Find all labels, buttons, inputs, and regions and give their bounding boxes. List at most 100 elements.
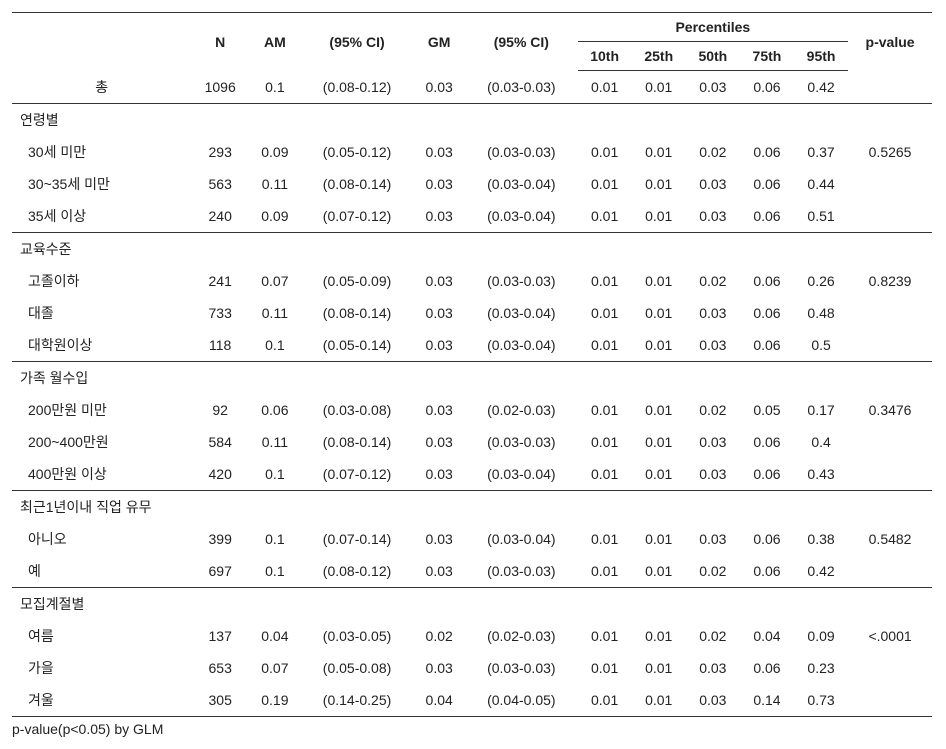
- cell: (0.05-0.08): [301, 652, 413, 684]
- cell: (0.03-0.03): [465, 555, 577, 588]
- cell: 0.04: [740, 620, 794, 652]
- section-title: 최근1년이내 직업 유무: [12, 490, 191, 523]
- cell: [249, 587, 301, 620]
- cell: [848, 103, 932, 136]
- cell: [848, 168, 932, 200]
- cell: 0.09: [794, 620, 848, 652]
- cell: 0.01: [578, 684, 632, 717]
- cell: 0.02: [686, 265, 740, 297]
- cell: 0.38: [794, 523, 848, 555]
- table-row: 30세 미만2930.09(0.05-0.12)0.03(0.03-0.03)0…: [12, 136, 932, 168]
- col-p10: 10th: [578, 42, 632, 71]
- cell: [465, 103, 577, 136]
- cell: 0.03: [413, 71, 465, 104]
- table-row: 예6970.1(0.08-0.12)0.03(0.03-0.03)0.010.0…: [12, 555, 932, 588]
- cell: 0.07: [249, 652, 301, 684]
- cell: 399: [191, 523, 249, 555]
- cell: [848, 684, 932, 717]
- cell: 0.02: [686, 394, 740, 426]
- cell: (0.05-0.14): [301, 329, 413, 362]
- cell: 0.48: [794, 297, 848, 329]
- cell: 0.37: [794, 136, 848, 168]
- cell: [301, 361, 413, 394]
- cell: 0.06: [740, 71, 794, 104]
- row-label: 여름: [12, 620, 191, 652]
- row-label: 아니오: [12, 523, 191, 555]
- cell: 0.1: [249, 329, 301, 362]
- cell: 0.1: [249, 458, 301, 491]
- table-row: 여름1370.04(0.03-0.05)0.02(0.02-0.03)0.010…: [12, 620, 932, 652]
- cell: 0.51: [794, 200, 848, 233]
- cell: [632, 361, 686, 394]
- cell: 0.42: [794, 555, 848, 588]
- cell: (0.04-0.05): [465, 684, 577, 717]
- section-title: 모집계절별: [12, 587, 191, 620]
- cell: 0.11: [249, 168, 301, 200]
- cell: (0.05-0.12): [301, 136, 413, 168]
- row-label: 총: [12, 71, 191, 104]
- cell: 0.06: [740, 329, 794, 362]
- table-row: 겨울3050.19(0.14-0.25)0.04(0.04-0.05)0.010…: [12, 684, 932, 717]
- cell: [191, 490, 249, 523]
- cell: [794, 490, 848, 523]
- cell: 0.04: [413, 684, 465, 717]
- cell: [848, 200, 932, 233]
- cell: (0.07-0.12): [301, 200, 413, 233]
- cell: (0.08-0.14): [301, 426, 413, 458]
- cell: 653: [191, 652, 249, 684]
- section-title-row: 교육수준: [12, 232, 932, 265]
- cell: 0.01: [578, 652, 632, 684]
- cell: 0.06: [740, 523, 794, 555]
- table-row: 200만원 미만920.06(0.03-0.08)0.03(0.02-0.03)…: [12, 394, 932, 426]
- cell: [578, 361, 632, 394]
- cell: (0.03-0.03): [465, 652, 577, 684]
- cell: 0.03: [413, 136, 465, 168]
- cell: [794, 361, 848, 394]
- cell: 0.06: [740, 555, 794, 588]
- row-label: 35세 이상: [12, 200, 191, 233]
- cell: [740, 490, 794, 523]
- cell: 0.01: [578, 136, 632, 168]
- cell: (0.03-0.03): [465, 136, 577, 168]
- table-row: 400만원 이상4200.1(0.07-0.12)0.03(0.03-0.04)…: [12, 458, 932, 491]
- cell: 0.01: [632, 265, 686, 297]
- row-label: 30세 미만: [12, 136, 191, 168]
- cell: (0.14-0.25): [301, 684, 413, 717]
- cell: (0.03-0.04): [465, 297, 577, 329]
- cell: 0.03: [413, 555, 465, 588]
- cell: [848, 458, 932, 491]
- section-title: 가족 월수입: [12, 361, 191, 394]
- cell: 0.43: [794, 458, 848, 491]
- cell: (0.08-0.14): [301, 297, 413, 329]
- cell: (0.08-0.12): [301, 555, 413, 588]
- col-p50: 50th: [686, 42, 740, 71]
- cell: 0.01: [632, 136, 686, 168]
- section-title-row: 모집계절별: [12, 587, 932, 620]
- cell: 0.01: [632, 684, 686, 717]
- col-gm: GM: [413, 13, 465, 71]
- col-percentiles: Percentiles: [578, 13, 849, 42]
- cell: 0.11: [249, 426, 301, 458]
- cell: [578, 490, 632, 523]
- cell: [191, 361, 249, 394]
- section-title-row: 가족 월수입: [12, 361, 932, 394]
- cell: 0.73: [794, 684, 848, 717]
- cell: (0.03-0.03): [465, 426, 577, 458]
- cell: 0.03: [686, 523, 740, 555]
- cell: 0.03: [413, 329, 465, 362]
- cell: [794, 232, 848, 265]
- cell: 0.01: [578, 168, 632, 200]
- row-label: 예: [12, 555, 191, 588]
- cell: 0.01: [578, 426, 632, 458]
- col-ci2: (95% CI): [465, 13, 577, 71]
- cell: (0.03-0.08): [301, 394, 413, 426]
- cell: 0.01: [578, 458, 632, 491]
- cell: 0.26: [794, 265, 848, 297]
- cell: [578, 587, 632, 620]
- cell: 0.01: [578, 71, 632, 104]
- cell: [848, 490, 932, 523]
- row-label: 가을: [12, 652, 191, 684]
- cell: [794, 103, 848, 136]
- cell: 0.14: [740, 684, 794, 717]
- cell: [632, 103, 686, 136]
